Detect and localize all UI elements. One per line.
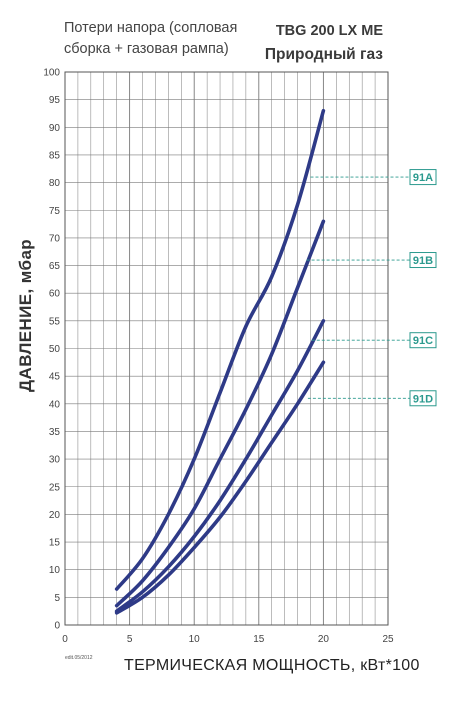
y-tick-label: 40 xyxy=(49,399,61,410)
edition-footnote: edit.05/2012 xyxy=(65,655,93,661)
series-tag-label-91b: 91B xyxy=(413,255,433,267)
y-tick-label: 15 xyxy=(49,538,61,549)
chart-subtitle: Потери напора (сопловая сборка + газовая… xyxy=(64,18,237,60)
y-tick-label: 20 xyxy=(49,510,61,521)
series-tag-box-91d xyxy=(409,390,437,407)
y-tick-label: 85 xyxy=(49,150,61,161)
y-tick-label: 60 xyxy=(49,289,61,300)
series-tag-box-91b xyxy=(409,252,437,269)
series-tag-label-91c: 91C xyxy=(413,335,433,347)
y-tick-label: 30 xyxy=(49,455,61,466)
y-tick-label: 95 xyxy=(49,95,61,106)
plot-frame xyxy=(64,71,389,626)
y-tick-label: 50 xyxy=(49,344,61,355)
series-line-91a xyxy=(114,108,326,591)
y-tick-label: 25 xyxy=(49,482,61,493)
series-tag-box-91a xyxy=(409,169,437,186)
y-tick-label: 70 xyxy=(49,233,61,244)
subtitle-line-1: Потери напора (сопловая xyxy=(64,20,238,36)
x-tick-label: 25 xyxy=(382,634,394,645)
y-tick-label: 5 xyxy=(54,593,60,604)
y-tick-label: 45 xyxy=(49,372,61,383)
x-tick-label: 5 xyxy=(127,634,133,645)
model-name: TBG 200 LX ME xyxy=(275,23,383,39)
series-line-91d xyxy=(114,360,326,615)
series-line-91b xyxy=(114,219,326,608)
x-tick-label: 15 xyxy=(253,634,265,645)
y-tick-label: 90 xyxy=(49,123,61,134)
x-tick-label: 10 xyxy=(189,634,201,645)
y-tick-label: 0 xyxy=(54,621,60,632)
x-tick-label: 0 xyxy=(62,634,68,645)
subtitle-line-2: сборка + газовая рампа) xyxy=(64,41,229,57)
y-tick-label: 10 xyxy=(49,565,61,576)
x-axis-label: ТЕРМИЧЕСКАЯ МОЩНОСТЬ, кВт*100 xyxy=(124,657,420,674)
series-tag-box-91c xyxy=(409,332,437,349)
series-tag-label-91a: 91A xyxy=(413,172,433,184)
y-tick-label: 65 xyxy=(49,261,61,272)
gas-type: Природный газ xyxy=(264,46,383,63)
y-tick-label: 55 xyxy=(49,316,61,327)
y-tick-label: 35 xyxy=(49,427,61,438)
y-tick-label: 100 xyxy=(43,68,60,79)
x-tick-label: 20 xyxy=(318,634,330,645)
y-tick-label: 80 xyxy=(49,178,61,189)
series-tag-label-91d: 91D xyxy=(413,393,433,405)
y-tick-label: 75 xyxy=(49,206,61,217)
series-line-91c xyxy=(114,319,326,613)
